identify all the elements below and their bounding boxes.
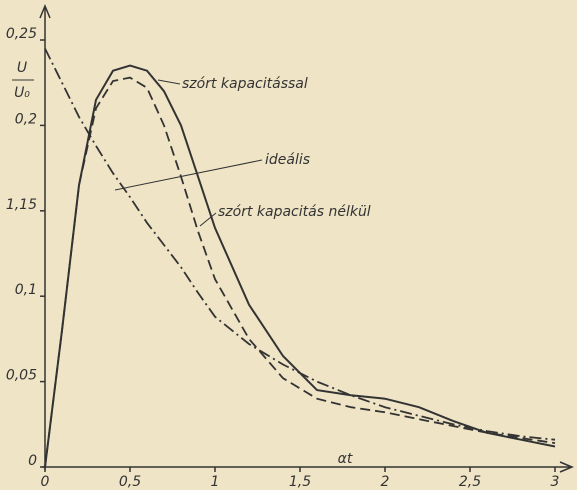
y-axis-arrow (39, 4, 51, 19)
annotation: szórt kapacitás nélkül (218, 204, 371, 220)
x-tick-label: 3 (551, 474, 560, 490)
series-line (44, 64, 556, 468)
annotation: ideális (265, 152, 310, 168)
annotation-leader (157, 79, 181, 85)
x-tick-label: 0,5 (119, 474, 141, 490)
y-tick-label: 0,2 (15, 111, 37, 127)
x-tick-label: 1 (211, 474, 220, 490)
annotation: szórt kapacitással (182, 76, 308, 92)
x-tick-label: 2,5 (459, 474, 481, 490)
y-tick-label: 0,05 (6, 368, 37, 384)
annotation-leader (114, 159, 263, 191)
x-tick-label: 2 (381, 474, 390, 490)
y-tick-label: 0,1 (15, 282, 37, 298)
x-tick-label: 1,5 (289, 474, 311, 490)
y-label-numerator: U (17, 60, 27, 76)
x-label: αt (338, 451, 353, 467)
series-line (44, 76, 556, 468)
annotation-leader (199, 212, 217, 227)
y-tick-label: 0 (28, 453, 37, 469)
x-axis-arrow (559, 461, 574, 473)
y-tick-label: 1,15 (6, 197, 37, 213)
y-tick-label: 0,25 (6, 26, 37, 42)
y-label-denominator: U₀ (14, 85, 30, 101)
x-tick-label: 0 (41, 474, 50, 490)
series-line (44, 48, 556, 441)
